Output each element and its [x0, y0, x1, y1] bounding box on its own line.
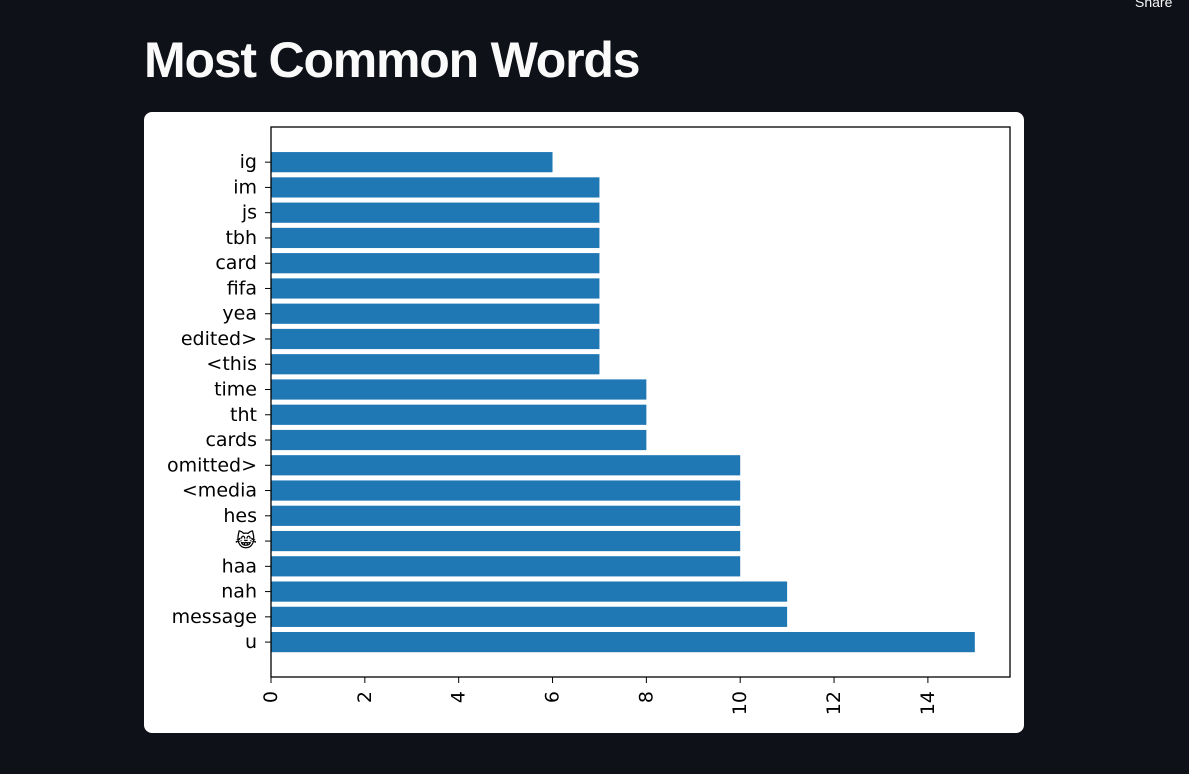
bar: [271, 556, 741, 577]
x-tick-label: 0: [260, 691, 282, 703]
bar: [271, 606, 788, 627]
bar: [271, 455, 741, 476]
y-tick-label: time: [214, 379, 257, 401]
y-tick-label: omitted>: [167, 454, 257, 476]
chart-card: u message nah haa 😹 hes <media omitted> cards tht…: [144, 112, 1024, 733]
bar: [271, 152, 553, 173]
bar: [271, 202, 600, 223]
bar: [271, 328, 600, 350]
y-tick-label: <this: [206, 353, 257, 375]
y-tick-label: cards: [205, 429, 257, 451]
bar: [271, 632, 975, 653]
bar-chart: u message nah haa 😹 hes <media omitted> cards tht…: [167, 126, 1011, 715]
x-tick-label: 4: [448, 691, 470, 703]
y-tick-label: js: [241, 202, 257, 224]
y-tick-label: yea: [222, 303, 257, 325]
x-tick-label: 6: [542, 691, 564, 703]
bar: [271, 379, 647, 400]
y-tick-label: message: [172, 606, 257, 628]
y-tick-label: <media: [182, 480, 257, 502]
bar: [271, 227, 600, 249]
x-tick-label: 10: [729, 691, 751, 715]
bar: [271, 253, 600, 274]
page-title: Most Common Words: [144, 32, 641, 88]
x-tick-label: 14: [917, 691, 939, 715]
y-tick-label: tht: [230, 404, 257, 426]
y-tick-label: haa: [222, 555, 257, 577]
share-button[interactable]: Share: [1135, 0, 1173, 10]
y-tick-label: tbh: [225, 227, 257, 249]
y-tick-label: hes: [223, 505, 257, 527]
bar: [271, 354, 600, 375]
y-tick-label: nah: [221, 581, 257, 603]
y-tick-label: ig: [240, 151, 257, 173]
plot-frame: [270, 126, 1011, 678]
y-tick-label: im: [233, 176, 257, 198]
bar: [271, 177, 600, 198]
y-tick-label: 😹: [235, 530, 257, 552]
bar: [271, 530, 741, 552]
bar: [271, 303, 600, 324]
y-tick-label: fifa: [227, 277, 257, 299]
bar: [271, 581, 788, 602]
bar: [271, 505, 741, 526]
y-tick-label: edited>: [181, 328, 257, 350]
bar: [271, 404, 647, 425]
x-tick-label: 2: [354, 691, 376, 703]
y-tick-label: u: [245, 631, 257, 653]
x-tick-label: 8: [635, 691, 657, 703]
x-tick-label: 12: [823, 691, 845, 715]
bar: [271, 480, 741, 501]
y-tick-label: card: [215, 252, 257, 274]
bar: [271, 278, 600, 299]
bar: [271, 429, 647, 451]
